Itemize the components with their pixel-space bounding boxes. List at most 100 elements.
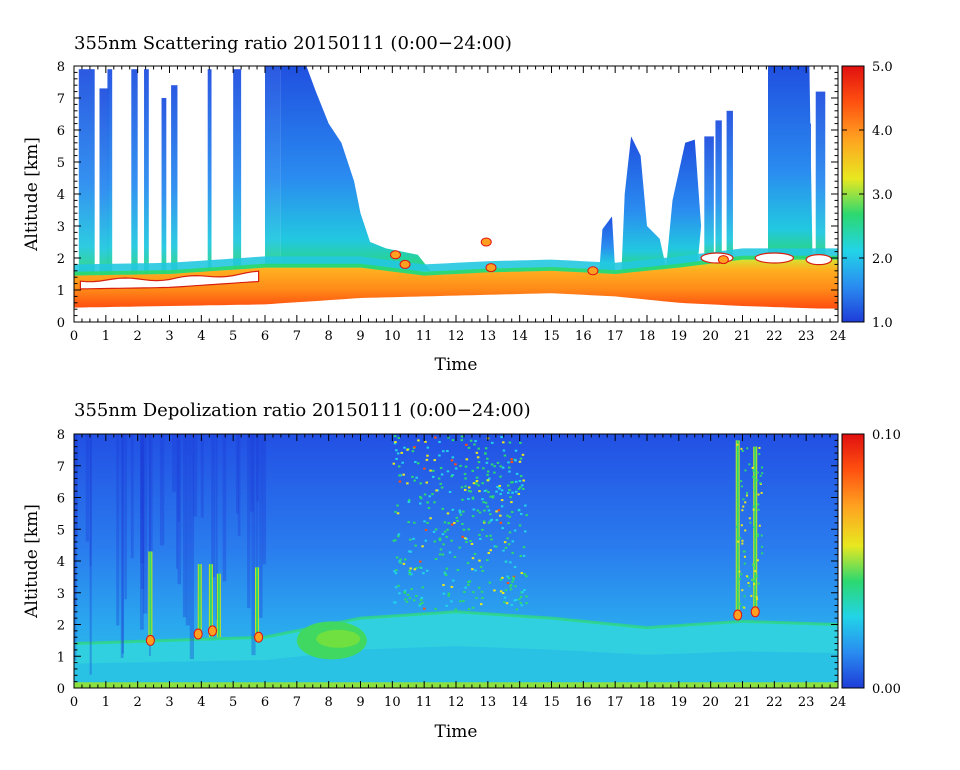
depol-speckle — [510, 461, 514, 464]
depol-speckle — [481, 596, 484, 599]
colorbar-b-tick-label: 0.00 — [872, 682, 901, 697]
depol-speckle — [408, 550, 411, 553]
depol-speckle — [499, 475, 502, 478]
depol-speckle — [463, 591, 466, 594]
panel-b-xtick-label: 20 — [702, 695, 719, 710]
depol-speckle — [514, 598, 518, 601]
depol-speckle — [742, 550, 745, 553]
depol-speckle — [515, 472, 519, 475]
depol-speckle — [486, 473, 489, 476]
depol-speckle — [471, 606, 475, 609]
depol-hotspot — [733, 609, 743, 621]
depol-speckle — [478, 490, 481, 493]
panel-b-ytick-label: 2 — [57, 619, 65, 634]
panel-b-xtick-label: 18 — [639, 695, 656, 710]
depol-speckle — [443, 571, 447, 574]
depol-speckle — [396, 504, 399, 507]
depol-speckle — [428, 495, 431, 498]
depol-speckle — [463, 488, 467, 491]
panel-a-xtick-label: 11 — [416, 329, 433, 344]
depol-speckle — [394, 572, 398, 575]
depol-speckle — [397, 584, 400, 587]
depol-speckle — [748, 463, 751, 466]
depol-speckle — [489, 495, 492, 498]
depol-speckle — [467, 489, 471, 492]
panel-a-xtick-label: 0 — [70, 329, 78, 344]
depol-speckle — [503, 541, 507, 544]
depol-speckle — [752, 579, 755, 582]
depol-speckle — [399, 561, 402, 564]
depol-speckle — [440, 473, 444, 476]
depol-speckle — [446, 450, 449, 453]
depol-speckle — [495, 519, 499, 522]
depol-speckle — [429, 469, 432, 472]
panel-a-xtick-label: 2 — [134, 329, 142, 344]
depol-speckle — [467, 528, 471, 531]
depol-speckle — [425, 481, 429, 484]
depol-speckle — [487, 509, 491, 512]
panel-b-data — [74, 434, 838, 688]
depol-hotspot — [750, 606, 760, 618]
depol-speckle — [472, 508, 476, 511]
depol-speckle — [409, 567, 412, 570]
panel-b-xtick-label: 5 — [229, 695, 237, 710]
depol-speckle — [747, 576, 750, 579]
depol-speckle — [524, 530, 527, 533]
depol-speckle — [519, 441, 522, 444]
depol-speckle — [738, 570, 741, 573]
depol-speckle — [513, 599, 516, 602]
depol-speckle — [438, 440, 441, 443]
depol-speckle — [518, 524, 522, 527]
depol-streak — [140, 434, 145, 590]
depol-speckle — [519, 595, 523, 598]
depol-streak — [177, 434, 182, 585]
depol-speckle — [739, 602, 742, 605]
depol-speckle — [464, 586, 467, 589]
depol-streak — [251, 434, 256, 656]
depol-speckle — [743, 562, 746, 565]
panel-b-title: 355nm Depolization ratio 20150111 (0:00−… — [74, 400, 531, 421]
depol-speckle — [394, 441, 397, 444]
depol-speckle — [393, 539, 397, 542]
depol-speckle — [501, 466, 505, 469]
depol-column-core — [256, 567, 259, 641]
depol-speckle — [490, 463, 494, 466]
depol-speckle — [406, 482, 409, 485]
depol-speckle — [738, 578, 741, 581]
depol-streak — [235, 434, 239, 514]
depol-speckle — [441, 507, 445, 510]
depol-speckle — [495, 545, 498, 548]
depol-speckle — [439, 482, 442, 485]
depol-speckle — [520, 604, 524, 607]
panel-b-xtick-label: 12 — [448, 695, 465, 710]
depol-speckle — [502, 441, 505, 444]
cloud-streak — [144, 69, 149, 278]
depol-speckle — [477, 461, 481, 464]
depol-speckle — [410, 588, 413, 591]
depol-speckle — [740, 447, 743, 450]
depol-speckle — [415, 594, 418, 597]
cloud-blob — [390, 250, 402, 260]
depol-speckle — [392, 462, 396, 465]
depol-speckle — [423, 467, 426, 470]
depol-speckle — [740, 524, 743, 527]
depol-speckle — [419, 598, 423, 601]
depol-speckle — [458, 511, 462, 514]
depol-streak — [74, 434, 77, 605]
depol-speckle — [499, 514, 502, 517]
depol-speckle — [478, 559, 481, 562]
depol-speckle — [504, 560, 508, 563]
depol-speckle — [481, 569, 484, 572]
depol-speckle — [751, 564, 754, 567]
depol-speckle — [404, 558, 407, 561]
depol-speckle — [522, 554, 526, 557]
depol-speckle — [756, 575, 759, 578]
depol-speckle — [402, 562, 406, 565]
depol-speckle — [488, 581, 492, 584]
depol-speckle — [481, 482, 484, 485]
depol-speckle — [475, 476, 479, 479]
panel-a-xtick-label: 4 — [197, 329, 205, 344]
cloud-base-saturated — [754, 252, 795, 264]
depol-speckle — [525, 602, 528, 605]
depol-speckle — [471, 469, 475, 472]
